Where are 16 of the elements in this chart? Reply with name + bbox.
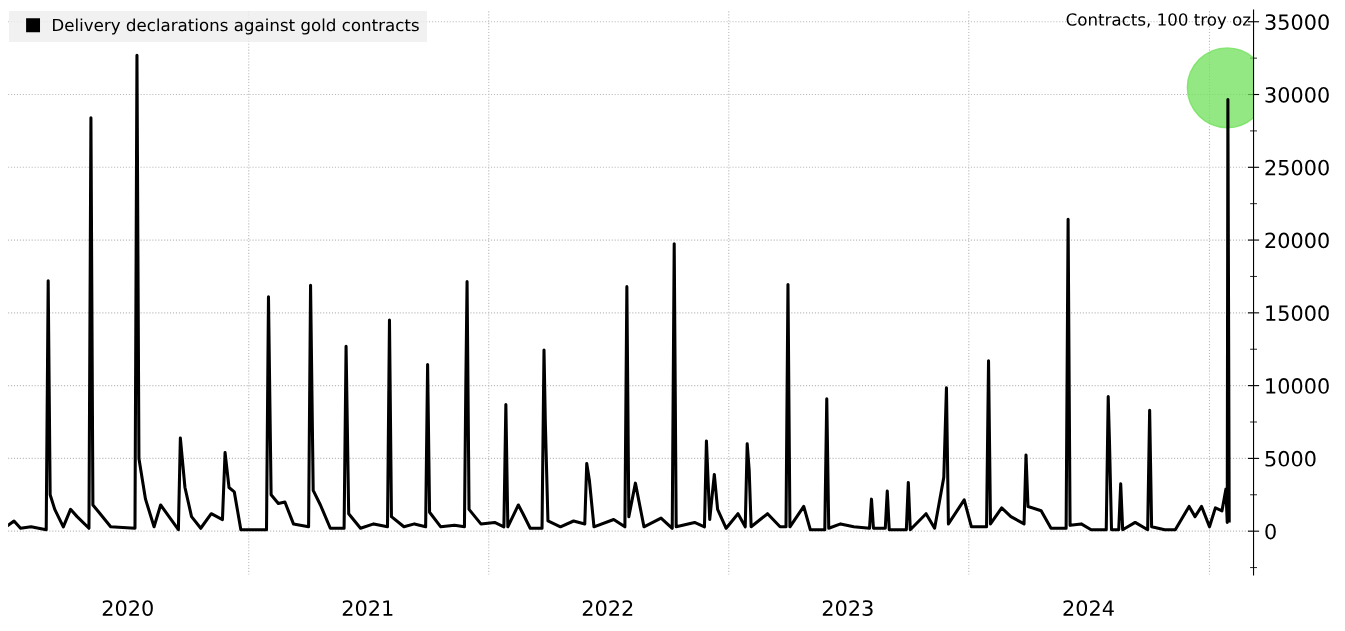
y-tick-label: 5000 <box>1265 450 1316 467</box>
y-tick-label: 25000 <box>1265 159 1329 176</box>
y-tick-label: 20000 <box>1265 232 1329 249</box>
x-tick-label: 2024 <box>1063 600 1114 616</box>
y-tick-label: 10000 <box>1266 378 1329 394</box>
y-tick-label: 15000 <box>1266 305 1329 322</box>
x-tick-label: 2021 <box>342 600 393 616</box>
line-series <box>8 53 1231 532</box>
x-tick-label: 2023 <box>822 600 873 616</box>
x-tick-label: 2022 <box>582 600 633 616</box>
y-tick-label: 30000 <box>1265 86 1329 103</box>
y-tick-label: 35000 <box>1265 14 1329 30</box>
y-tick-label: 0 <box>1265 523 1276 540</box>
y-axis-title: Contracts, 100 troy oz <box>1066 13 1251 30</box>
x-tick-label: 2020 <box>102 600 153 616</box>
legend-label: Delivery declarations against gold contracts <box>53 18 419 35</box>
